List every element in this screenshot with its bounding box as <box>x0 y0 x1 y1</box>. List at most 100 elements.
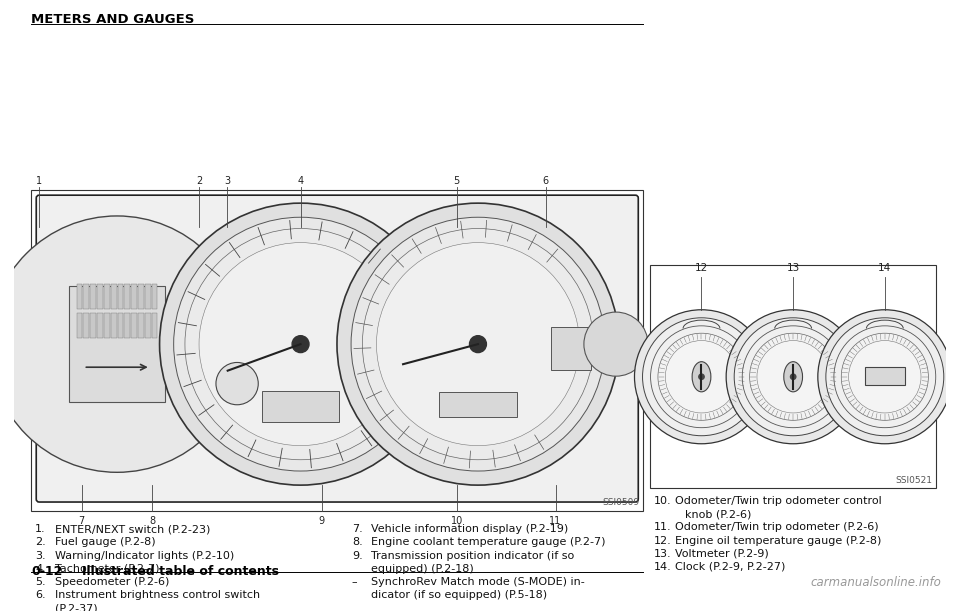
Text: 9: 9 <box>319 516 324 525</box>
Text: 5: 5 <box>454 177 460 186</box>
Text: dicator (if so equipped) (P.5-18): dicator (if so equipped) (P.5-18) <box>372 590 547 600</box>
Text: Voltmeter (P.2-9): Voltmeter (P.2-9) <box>675 549 769 558</box>
Circle shape <box>841 333 928 420</box>
Circle shape <box>750 333 837 420</box>
Text: –: – <box>351 577 357 587</box>
Bar <box>104 313 109 338</box>
Bar <box>90 284 96 309</box>
Bar <box>138 313 144 338</box>
Text: Odometer/Twin trip odometer control: Odometer/Twin trip odometer control <box>675 496 882 506</box>
Text: 14.: 14. <box>654 562 672 572</box>
Bar <box>152 313 157 338</box>
Text: 12.: 12. <box>654 535 672 546</box>
Circle shape <box>699 374 705 379</box>
Text: Transmission position indicator (if so: Transmission position indicator (if so <box>372 551 574 560</box>
Text: SSI0521: SSI0521 <box>896 475 932 485</box>
Text: 10.: 10. <box>654 496 671 506</box>
Circle shape <box>849 340 921 413</box>
Circle shape <box>292 335 309 353</box>
Circle shape <box>734 318 852 436</box>
Text: 3.: 3. <box>36 551 46 560</box>
Circle shape <box>726 310 860 444</box>
Bar <box>152 284 157 309</box>
Circle shape <box>216 362 258 404</box>
Text: 1: 1 <box>36 177 42 186</box>
Text: Odometer/Twin trip odometer (P.2-6): Odometer/Twin trip odometer (P.2-6) <box>675 522 878 532</box>
Circle shape <box>818 310 951 444</box>
Circle shape <box>665 340 737 413</box>
Text: 8.: 8. <box>351 538 363 547</box>
Text: 8: 8 <box>149 516 156 525</box>
Circle shape <box>642 318 760 436</box>
Circle shape <box>834 326 936 428</box>
Text: equipped) (P.2-18): equipped) (P.2-18) <box>372 564 474 574</box>
Text: 10: 10 <box>450 516 463 525</box>
Circle shape <box>337 203 619 485</box>
Circle shape <box>362 229 593 459</box>
Text: Clock (P.2-9, P.2-27): Clock (P.2-9, P.2-27) <box>675 562 785 572</box>
Circle shape <box>635 310 769 444</box>
Text: 5.: 5. <box>36 577 46 587</box>
Text: Instrument brightness control switch: Instrument brightness control switch <box>55 590 260 600</box>
Bar <box>551 327 590 370</box>
Text: 7.: 7. <box>351 524 363 535</box>
Circle shape <box>826 318 944 436</box>
Text: 12: 12 <box>695 263 708 273</box>
Bar <box>125 313 131 338</box>
Bar <box>117 284 123 309</box>
Bar <box>439 392 516 417</box>
Circle shape <box>185 229 417 459</box>
Bar <box>865 367 905 386</box>
Text: Speedometer (P.2-6): Speedometer (P.2-6) <box>55 577 169 587</box>
Circle shape <box>199 243 402 445</box>
Bar <box>132 284 137 309</box>
Text: Warning/Indicator lights (P.2-10): Warning/Indicator lights (P.2-10) <box>55 551 234 560</box>
Text: SSI0509: SSI0509 <box>602 498 639 507</box>
Circle shape <box>376 243 580 445</box>
Text: 9.: 9. <box>351 551 363 560</box>
Text: Tachometer (P.2-7): Tachometer (P.2-7) <box>55 564 159 574</box>
Circle shape <box>174 218 427 471</box>
Text: Illustrated table of contents: Illustrated table of contents <box>82 565 278 578</box>
Text: 0-12: 0-12 <box>32 565 62 578</box>
Bar <box>77 313 83 338</box>
Ellipse shape <box>692 362 710 392</box>
Bar <box>97 284 103 309</box>
Text: 11: 11 <box>549 516 562 525</box>
Text: METERS AND GAUGES: METERS AND GAUGES <box>32 13 195 26</box>
Text: 2: 2 <box>196 177 203 186</box>
Circle shape <box>658 333 745 420</box>
Text: SynchroRev Match mode (S-MODE) in-: SynchroRev Match mode (S-MODE) in- <box>372 577 585 587</box>
Bar <box>90 313 96 338</box>
Text: 3: 3 <box>225 177 230 186</box>
Circle shape <box>742 326 844 428</box>
Text: 1.: 1. <box>36 524 46 535</box>
Text: knob (P.2-6): knob (P.2-6) <box>684 510 752 519</box>
Text: 13.: 13. <box>654 549 671 558</box>
Text: 4: 4 <box>298 177 303 186</box>
Text: Vehicle information display (P.2-19): Vehicle information display (P.2-19) <box>372 524 568 535</box>
Bar <box>84 284 89 309</box>
Bar <box>97 313 103 338</box>
Bar <box>32 190 643 511</box>
Bar <box>84 313 89 338</box>
Text: 6: 6 <box>542 177 549 186</box>
Circle shape <box>790 374 796 379</box>
FancyBboxPatch shape <box>36 195 638 502</box>
Circle shape <box>651 326 753 428</box>
Bar <box>110 313 116 338</box>
Text: ENTER/NEXT switch (P.2-23): ENTER/NEXT switch (P.2-23) <box>55 524 210 535</box>
Bar <box>132 313 137 338</box>
Text: Engine coolant temperature gauge (P.2-7): Engine coolant temperature gauge (P.2-7) <box>372 538 606 547</box>
Text: Engine oil temperature gauge (P.2-8): Engine oil temperature gauge (P.2-8) <box>675 535 881 546</box>
Bar <box>145 284 151 309</box>
Text: carmanualsonline.info: carmanualsonline.info <box>810 576 941 590</box>
Circle shape <box>159 203 442 485</box>
Circle shape <box>0 216 245 472</box>
Bar <box>104 284 109 309</box>
Bar <box>650 265 936 488</box>
Text: 11.: 11. <box>654 522 671 532</box>
Text: 4.: 4. <box>36 564 46 574</box>
Bar <box>145 313 151 338</box>
Bar <box>69 287 165 402</box>
